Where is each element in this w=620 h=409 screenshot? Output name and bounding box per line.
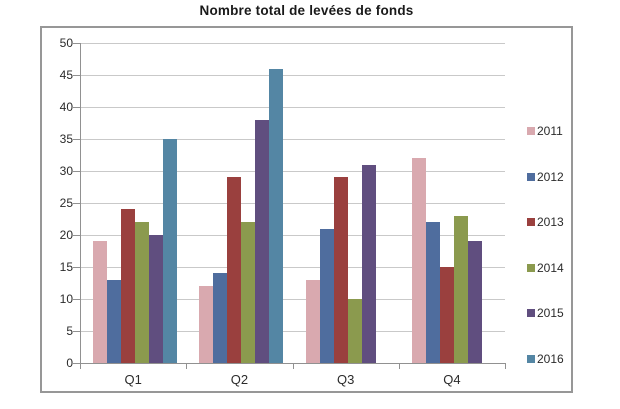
bar-2015-Q4: [467, 241, 482, 363]
y-axis-tick: [73, 75, 80, 76]
y-axis-label: 50: [59, 36, 73, 50]
y-axis-tick: [73, 43, 80, 44]
gridline: [80, 107, 505, 108]
bar-2012-Q2: [213, 273, 228, 363]
legend-swatch-2013: [527, 218, 535, 227]
y-axis: [80, 43, 81, 363]
bar-2013-Q2: [227, 177, 242, 363]
x-axis-label: Q2: [230, 372, 249, 387]
legend-label-2014: 2014: [537, 260, 564, 275]
gridline: [80, 75, 505, 76]
bar-2014-Q2: [241, 222, 256, 363]
x-axis-tick: [80, 363, 81, 369]
y-axis-label: 20: [59, 228, 73, 242]
x-axis-tick: [292, 363, 294, 369]
bar-2016-Q1: [163, 139, 177, 363]
gridline: [80, 235, 505, 236]
bar-2012-Q1: [107, 279, 121, 363]
y-axis-label: 15: [59, 260, 73, 274]
y-axis-label: 5: [66, 324, 73, 338]
legend-label-2011: 2011: [537, 124, 563, 138]
gridline: [80, 139, 505, 140]
gridline: [80, 171, 505, 172]
legend-label-2016: 2016: [537, 352, 564, 366]
legend-label-2013: 2013: [537, 215, 564, 230]
legend-swatch-2014: [527, 263, 535, 272]
bar-2012-Q3: [319, 228, 334, 363]
legend-swatch-2011: [527, 127, 535, 135]
legend-swatch-2016: [527, 355, 535, 363]
y-axis-label: 35: [59, 132, 73, 146]
y-axis-label: 40: [59, 100, 73, 114]
x-axis-tick: [186, 363, 188, 369]
x-axis-tick: [505, 363, 506, 369]
legend-label-2012: 2012: [537, 169, 564, 184]
bar-2014-Q1: [135, 222, 149, 363]
bar-2015-Q1: [149, 235, 163, 363]
gridline: [80, 43, 505, 44]
y-axis-tick: [73, 299, 80, 300]
bar-2015-Q2: [255, 119, 270, 363]
y-axis-tick: [73, 107, 80, 108]
y-axis-tick: [73, 235, 80, 236]
x-axis-tick: [398, 363, 400, 369]
y-axis-tick: [73, 139, 80, 140]
y-axis-tick: [73, 363, 80, 364]
y-axis-tick: [73, 267, 80, 268]
gridline: [80, 203, 505, 204]
legend-swatch-2015: [527, 309, 535, 318]
bar-2011-Q3: [305, 279, 320, 363]
y-axis-label: 25: [59, 196, 73, 210]
y-axis-label: 0: [66, 356, 73, 370]
y-axis-tick: [73, 171, 80, 172]
x-axis-label: Q1: [124, 372, 142, 387]
bar-2011-Q2: [199, 286, 214, 363]
gridline: [80, 267, 505, 268]
bar-2011-Q4: [411, 158, 426, 363]
gridline: [80, 299, 505, 300]
bar-2014-Q3: [347, 299, 362, 363]
bar-2016-Q2: [269, 68, 284, 363]
legend-label-2015: 2015: [537, 306, 564, 321]
y-axis-label: 45: [59, 68, 73, 82]
y-axis-label: 10: [59, 292, 73, 306]
y-axis-tick: [73, 203, 80, 204]
gridline: [80, 331, 505, 332]
bar-2013-Q4: [439, 267, 454, 363]
legend-swatch-2012: [527, 172, 535, 181]
bar-2012-Q4: [425, 222, 440, 363]
x-axis-label: Q4: [443, 372, 461, 387]
bar-2013-Q1: [121, 209, 135, 363]
bar-2015-Q3: [361, 164, 376, 363]
bar-2013-Q3: [333, 177, 348, 363]
chart-title: Nombre total de levées de fonds: [199, 3, 414, 18]
x-axis-label: Q3: [336, 372, 355, 387]
y-axis-tick: [73, 331, 80, 332]
bar-2011-Q1: [93, 241, 107, 363]
y-axis-label: 30: [59, 164, 73, 178]
bar-2014-Q4: [453, 215, 468, 363]
